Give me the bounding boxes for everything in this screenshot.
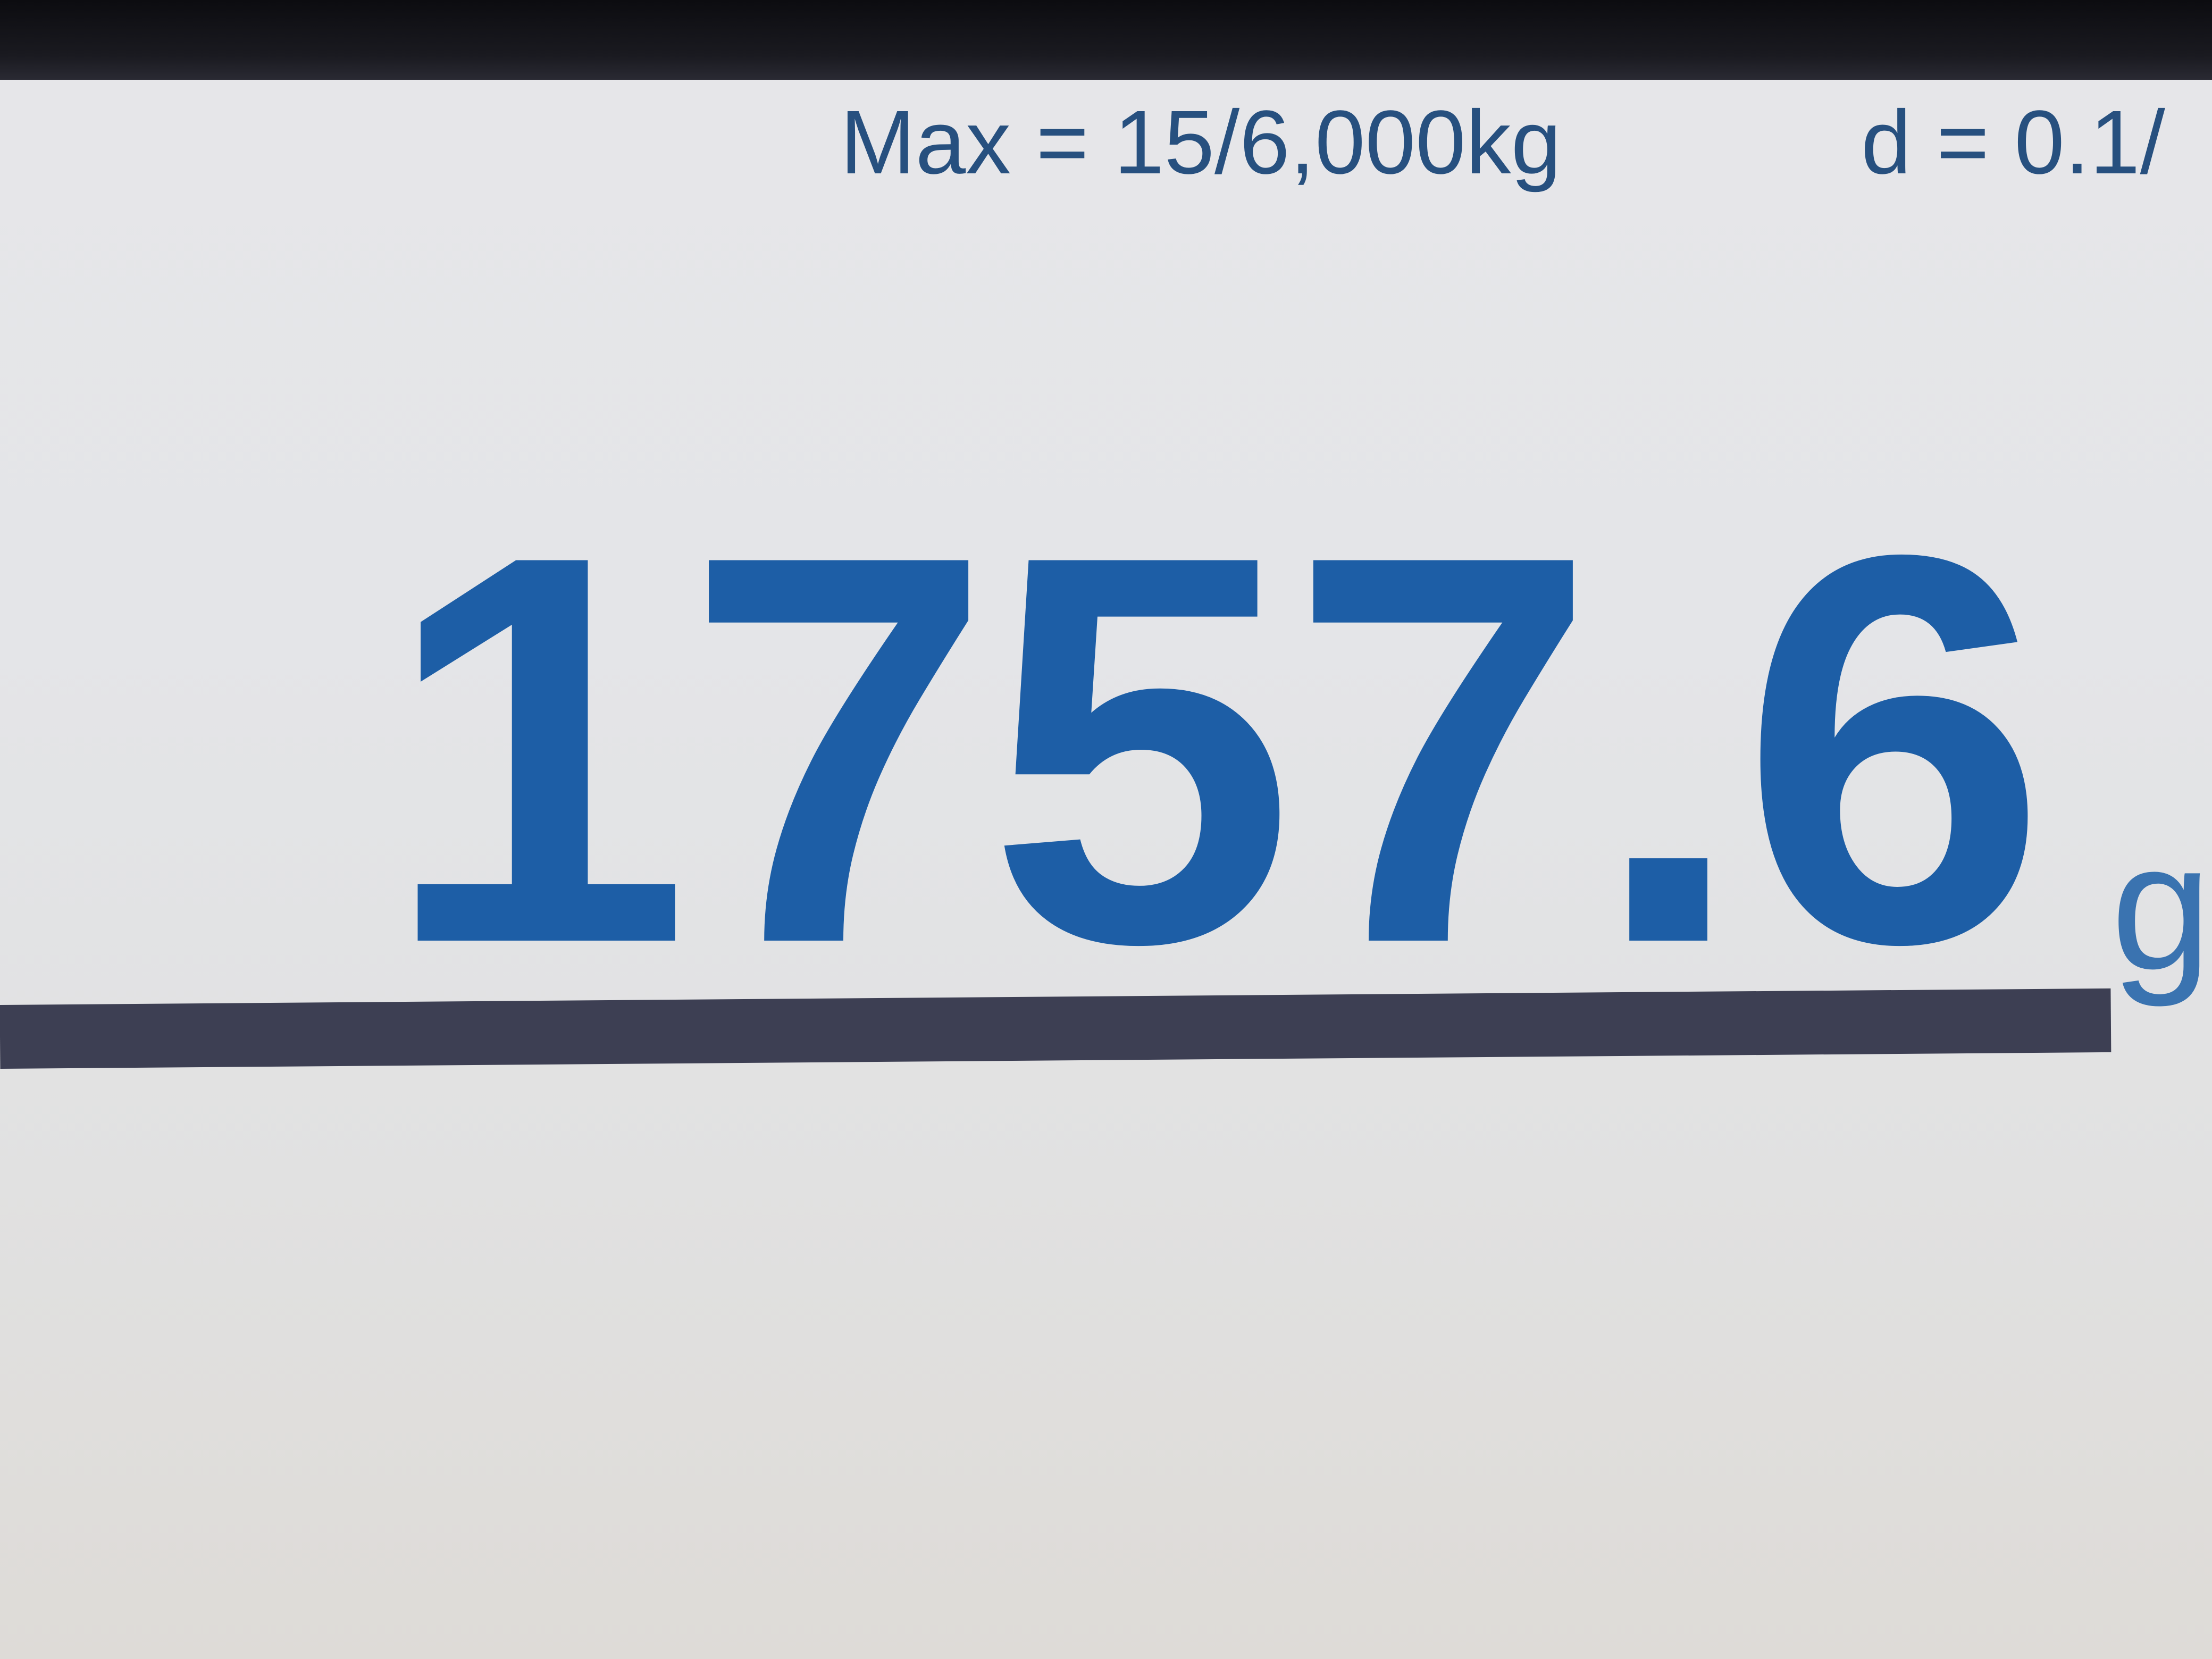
spec-bar: Max = 15/6,000kg d = 0.1/: [0, 80, 2212, 218]
division-label: d = 0.1/: [1861, 92, 2165, 193]
weight-unit: g: [2111, 806, 2212, 1008]
weight-reading: 1757.6 g: [383, 473, 2211, 1026]
weight-value: 1757.6: [383, 441, 2048, 1058]
capacity-label: Max = 15/6,000kg: [840, 92, 1562, 193]
display-bezel: [0, 0, 2212, 80]
scale-screen: Max = 15/6,000kg d = 0.1/ 1757.6 g: [0, 80, 2212, 1659]
